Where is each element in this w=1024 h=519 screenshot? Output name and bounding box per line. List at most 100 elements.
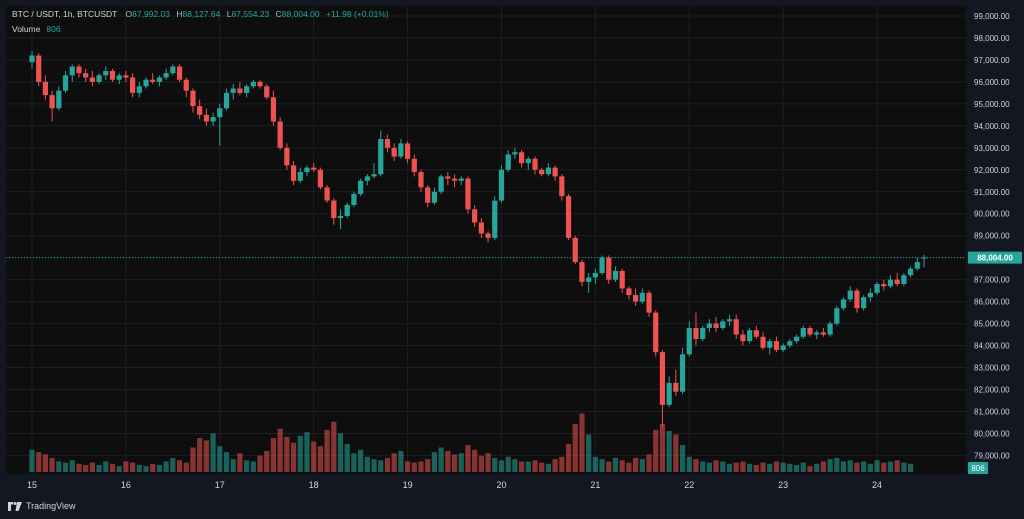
volume-bar [787,463,793,472]
candle-body [559,176,565,197]
candle-body [887,279,894,287]
volume-bar [572,424,578,472]
volume-bar [371,459,377,472]
tradingview-brand[interactable]: TradingView [8,501,76,511]
candle-body [116,75,122,80]
candle-body [834,308,840,324]
candle-body [867,292,873,298]
volume-bar [505,456,511,472]
volume-bar [847,460,853,472]
volume-bar [606,461,612,472]
price-tick-label: 87,000.00 [974,276,1010,285]
candle-body [250,81,256,87]
candle-body [197,106,203,115]
close-label: C [275,9,282,19]
price-tick-label: 92,000.00 [974,166,1010,175]
volume-bar [358,449,364,472]
volume-bar [827,459,833,472]
volume-bar [411,462,417,472]
volume-bar [351,453,357,472]
candle-body [545,167,552,175]
candle-body [364,176,370,181]
candle-body [619,270,625,289]
candle-body [733,319,739,335]
price-tick-label: 99,000.00 [974,12,1010,21]
candle-body [96,75,102,82]
plot-area[interactable] [6,6,966,474]
volume-bar [599,459,605,472]
volume-bar [311,441,317,472]
volume-bar [612,457,619,472]
volume-value: 806 [46,24,61,34]
candle-body [907,268,914,276]
candle-body [552,167,558,177]
candle-body [123,75,129,78]
volume-tag-label: 806 [971,464,985,473]
volume-label: Volume [12,24,41,34]
candle-body [425,187,431,203]
volume-bar [706,462,712,472]
candle-body [351,193,357,205]
volume-bar [472,449,478,472]
volume-bar [713,460,719,472]
candle-body [371,174,377,177]
volume-bar [700,461,706,472]
volume-bar [438,447,444,472]
volume-bar [170,457,176,472]
candle-body [679,354,686,392]
candle-body [331,200,337,219]
candle-body [264,86,270,98]
volume-bar [176,460,183,472]
volume-bar [793,464,800,472]
volume-bar [498,460,505,472]
volume-bar [512,459,518,472]
time-tick-label: 16 [121,480,131,490]
time-axis[interactable]: 15 16 17 18 19 20 21 22 23 24 [6,474,966,496]
volume-bar [451,454,458,472]
volume-bar [29,449,35,472]
candle-body [807,327,813,335]
candle-body [150,79,156,82]
candle-body [411,158,417,172]
time-tick-label: 18 [309,480,319,490]
volume-bar [136,464,142,472]
volume-bar [760,462,766,472]
price-tick-label: 96,000.00 [974,78,1010,87]
footer-bar: TradingView [0,497,1024,519]
volume-bar [532,460,538,472]
candle-body [706,323,712,328]
volume-bar [364,456,370,472]
price-tick-label: 82,000.00 [974,385,1010,394]
close-value: 88,004.00 [281,9,320,19]
candle-body [190,90,196,107]
candle-body [626,288,632,296]
time-axis-svg: 15 16 17 18 19 20 21 22 23 24 [27,480,882,490]
candle-body [485,233,491,238]
volume-bar [384,457,391,472]
candle-body [431,191,438,203]
price-axis[interactable]: 99,000.00 98,000.00 97,000.00 96,000.00 95,0… [966,6,1024,474]
volume-bar [539,462,545,472]
volume-bar [324,429,330,472]
candle-body [901,275,907,285]
candle-body [814,332,820,335]
candle-body [270,97,277,122]
volume-bar [337,433,344,472]
volume-bar [867,463,873,472]
volume-bar [431,452,438,472]
candle-body [29,55,35,63]
price-tick-label: 84,000.00 [974,342,1010,351]
chart-svg [6,6,966,474]
symbol-label: BTC / USDT, 1h, BTCUSDT [12,9,118,19]
candle-body [740,334,746,342]
price-tick-label: 85,000.00 [974,320,1010,329]
candle-body [874,284,880,293]
volume-bar [492,457,498,472]
volume-bar [237,453,243,472]
volume-bar [465,445,471,472]
low-label: L [226,9,232,19]
volume-bar [418,461,424,472]
candle-body [445,176,451,179]
candle-body [277,121,283,148]
